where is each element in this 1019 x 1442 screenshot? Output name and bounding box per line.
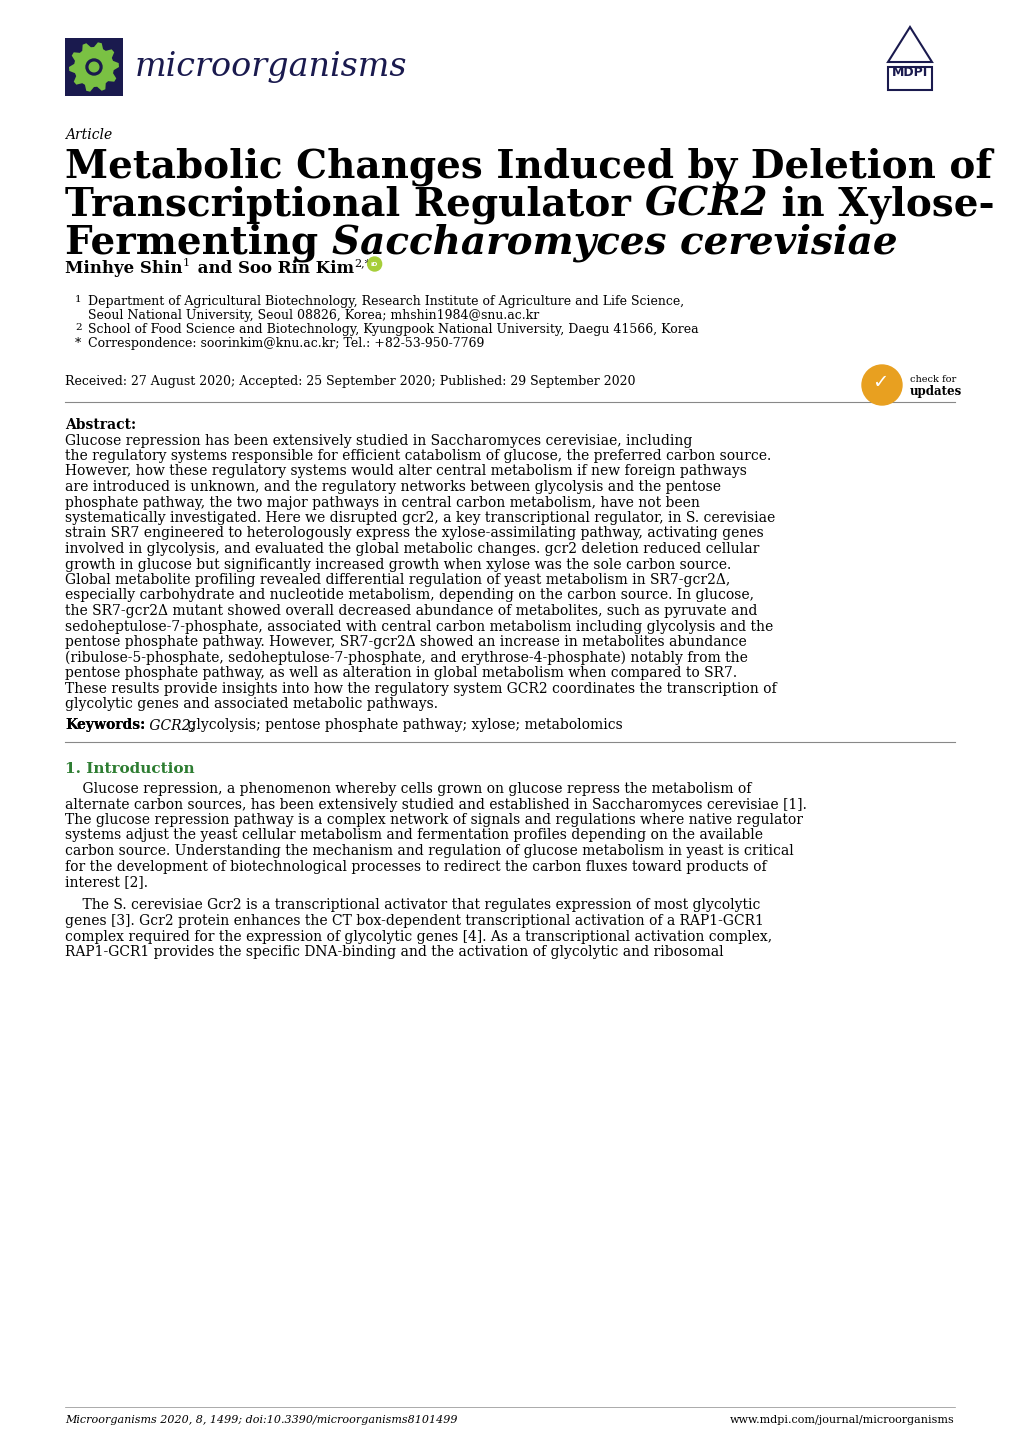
Text: pentose phosphate pathway. However, SR7-gcr2Δ showed an increase in metabolites : pentose phosphate pathway. However, SR7-… xyxy=(65,634,746,649)
Text: phosphate pathway, the two major pathways in central carbon metabolism, have not: phosphate pathway, the two major pathway… xyxy=(65,496,699,509)
Text: Minhye Shin: Minhye Shin xyxy=(65,260,182,277)
Text: strain SR7 engineered to heterologously express the xylose-assimilating pathway,: strain SR7 engineered to heterologously … xyxy=(65,526,763,541)
Text: Fermenting: Fermenting xyxy=(65,224,331,262)
Text: growth in glucose but significantly increased growth when xylose was the sole ca: growth in glucose but significantly incr… xyxy=(65,558,731,571)
Text: complex required for the expression of glycolytic genes [4]. As a transcriptiona: complex required for the expression of g… xyxy=(65,930,771,943)
Text: Department of Agricultural Biotechnology, Research Institute of Agriculture and : Department of Agricultural Biotechnology… xyxy=(88,296,684,309)
Text: sedoheptulose-7-phosphate, associated with central carbon metabolism including g: sedoheptulose-7-phosphate, associated wi… xyxy=(65,620,772,633)
Text: genes [3]. Gcr2 protein enhances the CT box-dependent transcriptional activation: genes [3]. Gcr2 protein enhances the CT … xyxy=(65,914,763,929)
Text: iD: iD xyxy=(371,261,378,267)
Text: Correspondence: soorinkim@knu.ac.kr; Tel.: +82-53-950-7769: Correspondence: soorinkim@knu.ac.kr; Tel… xyxy=(88,337,484,350)
Text: www.mdpi.com/journal/microorganisms: www.mdpi.com/journal/microorganisms xyxy=(730,1415,954,1425)
Text: ✓: ✓ xyxy=(871,372,888,391)
Text: systematically investigated. Here we disrupted gcr2, a key transcriptional regul: systematically investigated. Here we dis… xyxy=(65,510,774,525)
Text: The glucose repression pathway is a complex network of signals and regulations w: The glucose repression pathway is a comp… xyxy=(65,813,802,828)
Text: Keywords:: Keywords: xyxy=(65,718,145,733)
Text: (ribulose-5-phosphate, sedoheptulose-7-phosphate, and erythrose-4-phosphate) not: (ribulose-5-phosphate, sedoheptulose-7-p… xyxy=(65,650,747,665)
Text: in Xylose-: in Xylose- xyxy=(767,186,994,225)
Text: interest [2].: interest [2]. xyxy=(65,875,148,890)
Text: School of Food Science and Biotechnology, Kyungpook National University, Daegu 4: School of Food Science and Biotechnology… xyxy=(88,323,698,336)
Text: MDPI: MDPI xyxy=(891,66,927,79)
Text: involved in glycolysis, and evaluated the global metabolic changes. gcr2 deletio: involved in glycolysis, and evaluated th… xyxy=(65,542,758,557)
Text: pentose phosphate pathway, as well as alteration in global metabolism when compa: pentose phosphate pathway, as well as al… xyxy=(65,666,737,681)
Text: Metabolic Changes Induced by Deletion of: Metabolic Changes Induced by Deletion of xyxy=(65,149,991,186)
Text: 1: 1 xyxy=(182,258,190,268)
Text: are introduced is unknown, and the regulatory networks between glycolysis and th: are introduced is unknown, and the regul… xyxy=(65,480,720,495)
Circle shape xyxy=(89,62,99,72)
Text: Received: 27 August 2020; Accepted: 25 September 2020; Published: 29 September 2: Received: 27 August 2020; Accepted: 25 S… xyxy=(65,375,635,388)
Text: Microorganisms 2020, 8, 1499; doi:10.3390/microorganisms8101499: Microorganisms 2020, 8, 1499; doi:10.339… xyxy=(65,1415,458,1425)
Text: the regulatory systems responsible for efficient catabolism of glucose, the pref: the regulatory systems responsible for e… xyxy=(65,448,770,463)
Circle shape xyxy=(367,257,381,271)
Text: glycolysis; pentose phosphate pathway; xylose; metabolomics: glycolysis; pentose phosphate pathway; x… xyxy=(183,718,623,733)
Text: Article: Article xyxy=(65,128,112,141)
Text: Global metabolite profiling revealed differential regulation of yeast metabolism: Global metabolite profiling revealed dif… xyxy=(65,572,730,587)
Text: 2,*: 2,* xyxy=(355,258,371,268)
Text: Transcriptional Regulator: Transcriptional Regulator xyxy=(65,186,644,225)
Text: check for: check for xyxy=(909,375,956,384)
Text: 2: 2 xyxy=(75,323,82,332)
Text: carbon source. Understanding the mechanism and regulation of glucose metabolism : carbon source. Understanding the mechani… xyxy=(65,844,793,858)
Text: However, how these regulatory systems would alter central metabolism if new fore: However, how these regulatory systems wo… xyxy=(65,464,746,479)
Text: alternate carbon sources, has been extensively studied and established in Saccha: alternate carbon sources, has been exten… xyxy=(65,797,806,812)
Text: for the development of biotechnological processes to redirect the carbon fluxes : for the development of biotechnological … xyxy=(65,859,766,874)
Text: The S. cerevisiae Gcr2 is a transcriptional activator that regulates expression : The S. cerevisiae Gcr2 is a transcriptio… xyxy=(65,898,759,913)
Text: microorganisms: microorganisms xyxy=(135,50,408,84)
Text: Saccharomyces cerevisiae: Saccharomyces cerevisiae xyxy=(331,224,897,262)
Text: systems adjust the yeast cellular metabolism and fermentation profiles depending: systems adjust the yeast cellular metabo… xyxy=(65,829,762,842)
Text: 1: 1 xyxy=(75,296,82,304)
Text: RAP1-GCR1 provides the specific DNA-binding and the activation of glycolytic and: RAP1-GCR1 provides the specific DNA-bind… xyxy=(65,945,722,959)
Text: Glucose repression, a phenomenon whereby cells grown on glucose repress the meta: Glucose repression, a phenomenon whereby… xyxy=(65,782,751,796)
Text: and Soo Rin Kim: and Soo Rin Kim xyxy=(193,260,355,277)
Text: 1. Introduction: 1. Introduction xyxy=(65,761,195,776)
Text: GCR2;: GCR2; xyxy=(145,718,196,733)
Text: Glucose repression has been extensively studied in Saccharomyces cerevisiae, inc: Glucose repression has been extensively … xyxy=(65,434,692,447)
Circle shape xyxy=(861,365,901,405)
Text: These results provide insights into how the regulatory system GCR2 coordinates t: These results provide insights into how … xyxy=(65,682,775,695)
Circle shape xyxy=(86,59,102,75)
Text: Seoul National University, Seoul 08826, Korea; mhshin1984@snu.ac.kr: Seoul National University, Seoul 08826, … xyxy=(88,309,539,322)
Text: Keywords:: Keywords: xyxy=(65,718,145,733)
Text: GCR2: GCR2 xyxy=(644,186,767,224)
Text: *: * xyxy=(75,337,82,350)
Text: Abstract:: Abstract: xyxy=(65,418,136,433)
Text: especially carbohydrate and nucleotide metabolism, depending on the carbon sourc: especially carbohydrate and nucleotide m… xyxy=(65,588,753,603)
Polygon shape xyxy=(69,42,119,92)
Text: glycolytic genes and associated metabolic pathways.: glycolytic genes and associated metaboli… xyxy=(65,696,437,711)
Text: the SR7-gcr2Δ mutant showed overall decreased abundance of metabolites, such as : the SR7-gcr2Δ mutant showed overall decr… xyxy=(65,604,757,619)
FancyBboxPatch shape xyxy=(65,37,123,97)
Text: updates: updates xyxy=(909,385,961,398)
